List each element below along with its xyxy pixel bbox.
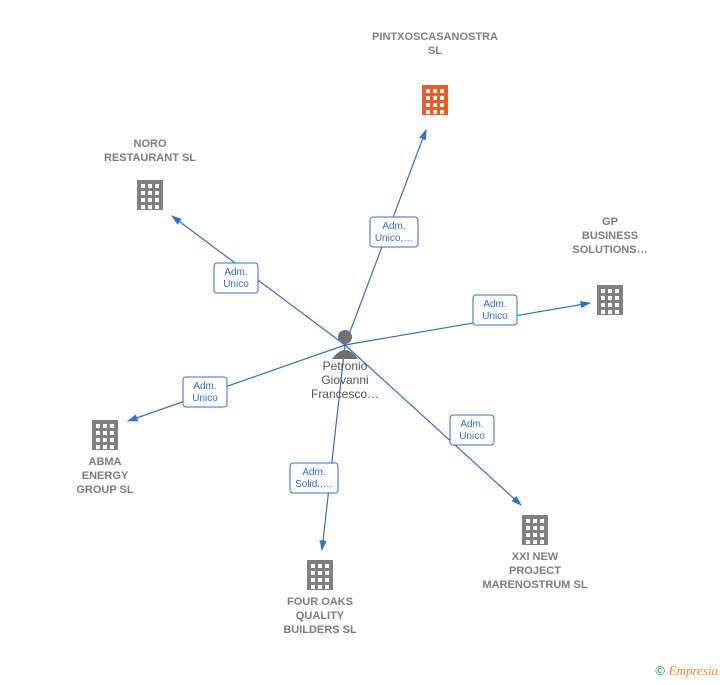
company-label-line: ENERGY xyxy=(82,470,129,482)
company-label-line: FOUR OAKS xyxy=(287,596,353,608)
edge-label-gp: Adm.Unico xyxy=(473,295,517,325)
edge-label-noro: Adm.Unico xyxy=(214,263,258,293)
center-label-line: Francesco… xyxy=(311,387,379,401)
building-icon xyxy=(522,515,548,545)
edge-label-text: Unico xyxy=(459,431,485,442)
watermark: © Empresia xyxy=(655,663,718,679)
company-label-line: RESTAURANT SL xyxy=(104,152,196,164)
edges-layer xyxy=(128,130,590,550)
edge-label-text: Solid.,… xyxy=(295,479,333,490)
company-label-line: GP xyxy=(602,216,618,228)
edge-label-abma: Adm.Unico xyxy=(183,377,227,407)
brand-logo-text: Empresia xyxy=(669,663,718,678)
building-icon xyxy=(137,180,163,210)
edge-label-fouroaks: Adm.Solid.,… xyxy=(290,463,338,493)
edge-label-text: Adm. xyxy=(483,299,506,310)
edge-label-text: Adm. xyxy=(193,381,216,392)
company-node-xxi[interactable]: XXI NEW PROJECT MARENOSTRUM SL xyxy=(482,515,587,591)
edge-abma xyxy=(128,345,345,421)
edge-label-text: Adm. xyxy=(460,419,483,430)
company-node-abma[interactable]: ABMA ENERGY GROUP SL xyxy=(76,420,134,496)
building-icon xyxy=(307,560,333,590)
company-label-line: SL xyxy=(428,45,442,57)
copyright-symbol: © xyxy=(655,663,665,678)
edge-label-text: Adm. xyxy=(224,267,247,278)
edge-label-text: Unico xyxy=(482,311,508,322)
edge-label-text: Adm. xyxy=(382,221,405,232)
edge-label-pintxos: Adm.Unico,… xyxy=(370,217,418,247)
building-icon xyxy=(422,85,448,115)
edge-label-text: Unico xyxy=(223,279,249,290)
building-icon xyxy=(92,420,118,450)
company-label-line: MARENOSTRUM SL xyxy=(482,579,587,591)
building-icon xyxy=(597,285,623,315)
nodes-layer: PetronioGiovanniFrancesco… PINTXOSCASANOS… xyxy=(76,31,647,636)
company-label-line: QUALITY xyxy=(296,610,345,622)
edge-label-xxi: Adm.Unico xyxy=(450,415,494,445)
edge-label-text: Unico,… xyxy=(375,233,413,244)
network-diagram: Adm.Unico,…Adm.UnicoAdm.UnicoAdm.UnicoAd… xyxy=(0,0,728,685)
company-node-noro[interactable]: NORO RESTAURANT SL xyxy=(104,138,196,210)
center-label-line: Giovanni xyxy=(321,373,368,387)
company-node-gp[interactable]: GP BUSINESS SOLUTIONS… xyxy=(572,216,647,315)
company-label-line: PINTXOSCASANOSTRA xyxy=(372,31,498,43)
company-node-fouroaks[interactable]: FOUR OAKS QUALITY BUILDERS SL xyxy=(283,560,357,636)
company-label-line: NORO xyxy=(134,138,167,150)
company-label-line: BUSINESS xyxy=(582,230,638,242)
company-label-line: ABMA xyxy=(89,456,122,468)
company-node-pintxos[interactable]: PINTXOSCASANOSTRA SL xyxy=(372,31,498,115)
edge-xxi xyxy=(345,345,521,505)
edge-label-text: Adm. xyxy=(302,467,325,478)
company-label-line: GROUP SL xyxy=(76,484,134,496)
edge-gp xyxy=(345,303,590,345)
company-label-line: PROJECT xyxy=(509,565,561,577)
company-label-line: SOLUTIONS… xyxy=(572,244,647,256)
center-label-line: Petronio xyxy=(323,359,368,373)
edge-label-text: Unico xyxy=(192,393,218,404)
company-label-line: XXI NEW xyxy=(512,551,559,563)
company-label-line: BUILDERS SL xyxy=(283,624,357,636)
